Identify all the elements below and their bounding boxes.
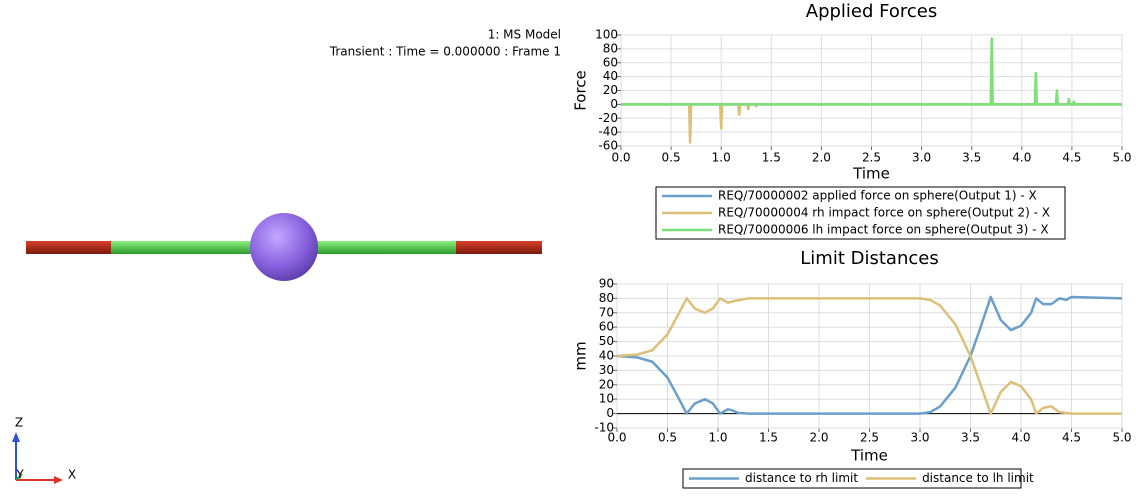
- x-tick-label: 2.0: [812, 151, 831, 165]
- y-label: Y: [15, 468, 24, 482]
- x-tick-label: 5.0: [1112, 431, 1131, 445]
- y-tick-label: 70: [599, 305, 614, 319]
- y-tick-label: 50: [599, 334, 614, 348]
- legend: distance to rh limit distance to lh limit: [682, 468, 1034, 489]
- x-tick-label: 4.5: [1062, 151, 1081, 165]
- x-arrow: [54, 476, 63, 484]
- status-label: Transient : Time = 0.000000 : Frame 1: [329, 45, 561, 59]
- x-tick-label: 3.5: [961, 431, 980, 445]
- y-tick-label: 60: [603, 55, 618, 69]
- rod-end: [26, 241, 112, 254]
- x-label: X: [68, 468, 76, 482]
- y-tick-label: 90: [599, 277, 614, 291]
- y-axis-label: Force: [572, 70, 590, 111]
- chart: 0.0 0.5 1.0 1.5 2.0 2.5 3.0 3.5 4.0 4.5 5.0 -100102…: [572, 248, 1132, 489]
- x-tick-label: 1.0: [712, 151, 731, 165]
- x-tick-label: 5.0: [1112, 151, 1131, 165]
- x-tick-label: 3.0: [912, 151, 931, 165]
- y-tick-label: 0: [610, 97, 618, 111]
- x-tick-label: 0.5: [662, 151, 681, 165]
- x-tick-label: 1.5: [759, 431, 778, 445]
- x-axis-label: Time: [852, 165, 890, 183]
- x-tick-label: 3.5: [962, 151, 981, 165]
- rod: [311, 241, 457, 254]
- x-tick-label: 2.5: [862, 151, 881, 165]
- x-tick-label: 1.0: [708, 431, 727, 445]
- y-tick-label: -20: [598, 111, 618, 125]
- y-tick-label: 40: [599, 349, 614, 363]
- legend-label: REQ/70000006 lh impact force on sphere(O…: [718, 223, 1049, 237]
- y-tick-label: -10: [594, 421, 614, 435]
- series-line: [621, 37, 1122, 106]
- legend: REQ/70000002 applied force on sphere(Out…: [655, 186, 1066, 240]
- rod-end: [456, 241, 542, 254]
- y-tick-label: 0: [606, 406, 614, 420]
- y-tick-label: 80: [603, 41, 618, 55]
- x-axis-label: Time: [850, 447, 888, 465]
- y-tick-label: 20: [599, 377, 614, 391]
- x-tick-label: 0.0: [611, 151, 630, 165]
- series-line: [616, 295, 1123, 415]
- y-axis: [15, 473, 23, 481]
- chart-title: Applied Forces: [806, 1, 937, 22]
- sphere: [250, 213, 318, 281]
- z-arrow: [12, 432, 20, 442]
- series-line: [616, 297, 1122, 415]
- x-tick-label: 2.0: [809, 431, 828, 445]
- y-tick-label: 40: [603, 69, 618, 83]
- legend-box: [655, 186, 1066, 240]
- z-label: Z: [15, 416, 23, 430]
- x-tick-label: 1.5: [762, 151, 781, 165]
- x-tick-label: 4.0: [1012, 151, 1031, 165]
- x-tick-label: 2.5: [860, 431, 879, 445]
- y-tick-label: 60: [599, 320, 614, 334]
- y-tick-label: 100: [595, 28, 618, 42]
- legend-label: REQ/70000002 applied force on sphere(Out…: [718, 189, 1037, 203]
- y-tick-label: 30: [599, 363, 614, 377]
- model-label: 1: MS Model: [488, 28, 561, 42]
- y-tick-label: -40: [598, 125, 618, 139]
- y-axis-label: mm: [572, 341, 590, 370]
- y-tick-label: 10: [599, 392, 614, 406]
- legend-label: distance to lh limit: [922, 471, 1034, 485]
- x-tick-label: 4.5: [1062, 431, 1081, 445]
- x-tick-label: 0.0: [607, 431, 626, 445]
- legend-box: [682, 468, 1022, 489]
- chart-title: Limit Distances: [800, 248, 938, 269]
- model-view: [26, 213, 542, 281]
- x-tick-label: 3.0: [910, 431, 929, 445]
- y-tick-label: 80: [599, 291, 614, 305]
- axis-triad: Z Y X: [12, 416, 76, 484]
- x-tick-label: 4.0: [1011, 431, 1030, 445]
- legend-label: distance to rh limit: [745, 471, 858, 485]
- chart: 0.0 0.5 1.0 1.5 2.0 2.5 3.0 3.5 4.0 4.5 5.0 -60-40-…: [572, 1, 1132, 240]
- y-tick-label: 20: [603, 83, 618, 97]
- y-tick-label: -60: [598, 139, 618, 153]
- rod: [111, 241, 257, 254]
- x-tick-label: 0.5: [658, 431, 677, 445]
- legend-label: REQ/70000004 rh impact force on sphere(O…: [718, 206, 1050, 220]
